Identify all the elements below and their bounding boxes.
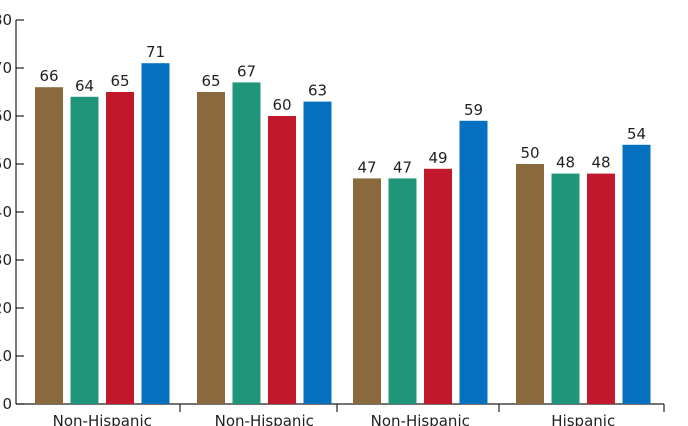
bar	[622, 144, 651, 405]
y-tick-label: 0	[2, 395, 12, 413]
data-label: 47	[393, 158, 412, 176]
bar	[303, 101, 332, 404]
y-tick-label: 70	[0, 59, 12, 77]
chart-labels: 66 64 65 71 Non-Hispanic 65 67 60 63 Non-Hispanic…	[39, 43, 646, 426]
data-label: 47	[357, 158, 376, 176]
data-label: 59	[464, 101, 483, 119]
data-label: 67	[237, 62, 256, 80]
y-tick-label: 50	[0, 155, 12, 173]
y-tick-label: 10	[0, 347, 12, 365]
y-tick-label: 60	[0, 107, 12, 125]
bar	[197, 92, 225, 404]
bar	[141, 63, 170, 404]
data-label: 49	[428, 149, 447, 167]
x-category-label: Non-Hispanic	[215, 412, 314, 426]
bar	[424, 168, 452, 404]
y-tick-label: 80	[0, 11, 12, 29]
x-category-label: Non-Hispanic	[371, 412, 470, 426]
data-label: 65	[110, 72, 129, 90]
data-label: 64	[75, 77, 94, 95]
data-label: 50	[520, 144, 539, 162]
chart-bars	[35, 63, 651, 405]
data-label: 60	[272, 96, 291, 114]
x-category-label: Hispanic	[551, 412, 615, 426]
x-category-label: Non-Hispanic	[53, 412, 152, 426]
data-label: 48	[591, 154, 610, 172]
data-label: 63	[308, 82, 327, 100]
y-tick-label: 20	[0, 299, 12, 317]
y-tick-label: 40	[0, 203, 12, 221]
bar	[551, 173, 580, 404]
bar	[106, 92, 134, 404]
data-label: 65	[201, 72, 220, 90]
bar	[459, 120, 488, 405]
data-label: 54	[627, 125, 646, 143]
data-label: 66	[39, 67, 58, 85]
bar	[35, 87, 63, 404]
bar	[587, 173, 615, 404]
data-label: 71	[146, 43, 165, 61]
y-tick-label: 30	[0, 251, 12, 269]
bar	[232, 82, 261, 405]
bar	[353, 178, 381, 404]
bar	[268, 116, 296, 404]
bar	[388, 178, 417, 404]
bar	[70, 96, 99, 405]
data-label: 48	[556, 154, 575, 172]
bar	[516, 164, 544, 404]
